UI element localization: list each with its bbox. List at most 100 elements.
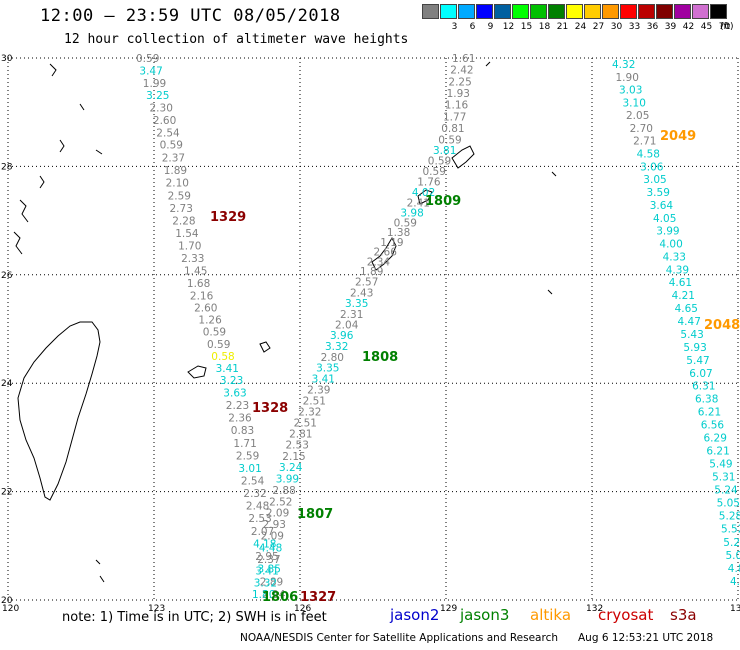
page-subtitle: 12 hour collection of altimeter wave hei… [64,32,409,47]
legend-swatch [440,4,457,19]
wave-height-label: 4.47 [678,316,701,328]
wave-height-label: 2.70 [630,123,653,135]
legend-swatch [584,4,601,19]
wave-height-label: 2.48 [246,501,269,513]
wave-height-label: 0.59 [160,140,183,152]
wave-height-label: 2.31 [340,309,363,321]
wave-height-label: 1.16 [445,100,469,112]
legend-swatch [548,4,565,19]
wave-height-label: 2.07 [251,526,274,538]
legend-swatch-label: 21 [556,22,569,32]
china-coast-fragments [13,63,103,255]
wave-height-label: 4.18 [253,539,276,551]
wave-height-label: 4.33 [663,251,686,263]
wave-height-label: 2.89 [260,576,283,588]
wave-height-label: 4.05 [653,213,676,225]
pass-number-label: 1328 [252,401,288,416]
wave-height-label: 2.60 [194,303,217,315]
wave-height-label: 1.61 [452,53,475,65]
wave-height-label: 2.37 [162,152,185,164]
wave-height-label: 2.54 [241,476,265,488]
wave-height-label: 2.32 [243,488,266,500]
wave-height-label: 6.38 [695,394,718,406]
pass-number-label: 1327 [300,590,336,605]
pass-number-label: 2048 [704,318,740,333]
pass-number-label: 1809 [425,194,461,209]
wave-height-label: 2.80 [321,352,344,364]
wave-height-label: 0.59 [428,156,451,168]
wave-height-label: 3.35 [316,363,339,375]
legend-swatch-label: 42 [682,22,695,32]
wave-height-label: 1.76 [417,177,441,189]
wave-height-label: 2.15 [282,451,305,463]
wave-height-label: 2.34 [367,256,391,268]
satellite-track: 0.593.471.993.252.302.602.540.592.371.89… [136,53,286,601]
tanegashima-coastline [451,145,475,169]
wave-height-label: 0.59 [394,217,417,229]
footer-note: note: 1) Time is in UTC; 2) SWH is in fe… [62,610,327,625]
legend-swatch [638,4,655,19]
pass-number-label: 1807 [297,507,333,522]
lat-tick-label: 30 [1,54,13,64]
pass-number-label: 1329 [210,210,246,225]
wave-height-label: 6.31 [692,381,715,393]
pass-number-labels: 1329 1328 1327 1809 1808 1807 1806 2049 2048 [210,129,740,605]
legend-swatch-label: 12 [502,22,515,32]
wave-height-label: 2.71 [633,136,656,148]
wave-height-label: 1.80 [252,589,275,601]
pass-number-label: 1808 [362,350,398,365]
wave-height-label: 1.70 [178,241,201,253]
wave-height-label: 1.38 [387,227,410,239]
wave-height-label: 2.09 [266,508,289,520]
wave-height-label: 3.32 [254,577,277,589]
wave-height-label: 1.45 [184,266,207,278]
axis-tick-labels: 120 123 126 129 132 135 30 28 26 24 22 20 [1,54,740,614]
wave-height-label: 2.51 [294,417,317,429]
satellite-name-jason2: jason2 [390,606,440,624]
yaeyama-coastline [187,365,207,379]
wave-height-label: 5.49 [709,459,732,471]
wave-height-label: 0.81 [441,123,464,135]
coastlines [13,61,557,583]
wave-height-label: 5.24 [714,485,738,497]
wave-height-label: 5.28 [719,511,740,523]
wave-height-label: 3.41 [255,566,278,578]
wave-height-label: 3.35 [345,298,368,310]
wave-height-label: 3.63 [223,387,246,399]
wave-height-label: 2.28 [172,216,195,228]
wave-height-label: 2.52 [269,496,292,508]
wave-height-label: 5.43 [680,329,703,341]
wave-height-label: 1.90 [616,72,639,84]
wave-height-label: 5.2 [723,537,740,549]
wave-height-label: 1.77 [443,111,466,123]
legend-swatch-label: 30 [610,22,623,32]
wave-height-label: 3.23 [220,375,243,387]
wave-height-label: 3.05 [643,174,666,186]
satellite-name-altika: altika [530,606,572,624]
wave-height-label: 2.93 [263,519,286,531]
lon-tick-label: 129 [440,604,457,614]
legend-swatch [692,4,709,19]
legend-swatch-label: 33 [628,22,641,32]
satellite-name-s3a: s3a [670,606,697,624]
lat-lon-grid [7,57,739,601]
wave-height-label: 4.48 [259,542,282,554]
wave-height-label: 2.59 [236,450,259,462]
wave-height-label: 3.96 [330,330,354,342]
wave-height-label: 2.41 [407,198,430,210]
wave-height-label: 2.16 [190,291,214,303]
wave-height-label: 4.9 [730,576,740,588]
wave-height-label: 4.39 [666,264,689,276]
lon-tick-label: 132 [586,604,603,614]
satellite-tracks: 0.593.471.993.252.302.602.540.592.371.89… [136,53,740,601]
legend-swatch [512,4,529,19]
wave-height-label: 2.43 [350,287,373,299]
wave-height-label: 2.39 [307,385,330,397]
wave-height-label: 0.59 [203,327,226,339]
wave-height-label: 3.01 [238,463,261,475]
lon-tick-label: 120 [2,604,19,614]
legend-swatch-label: 9 [487,22,494,32]
wave-height-label: 5.05 [717,498,740,510]
legend-swatch [602,4,619,19]
